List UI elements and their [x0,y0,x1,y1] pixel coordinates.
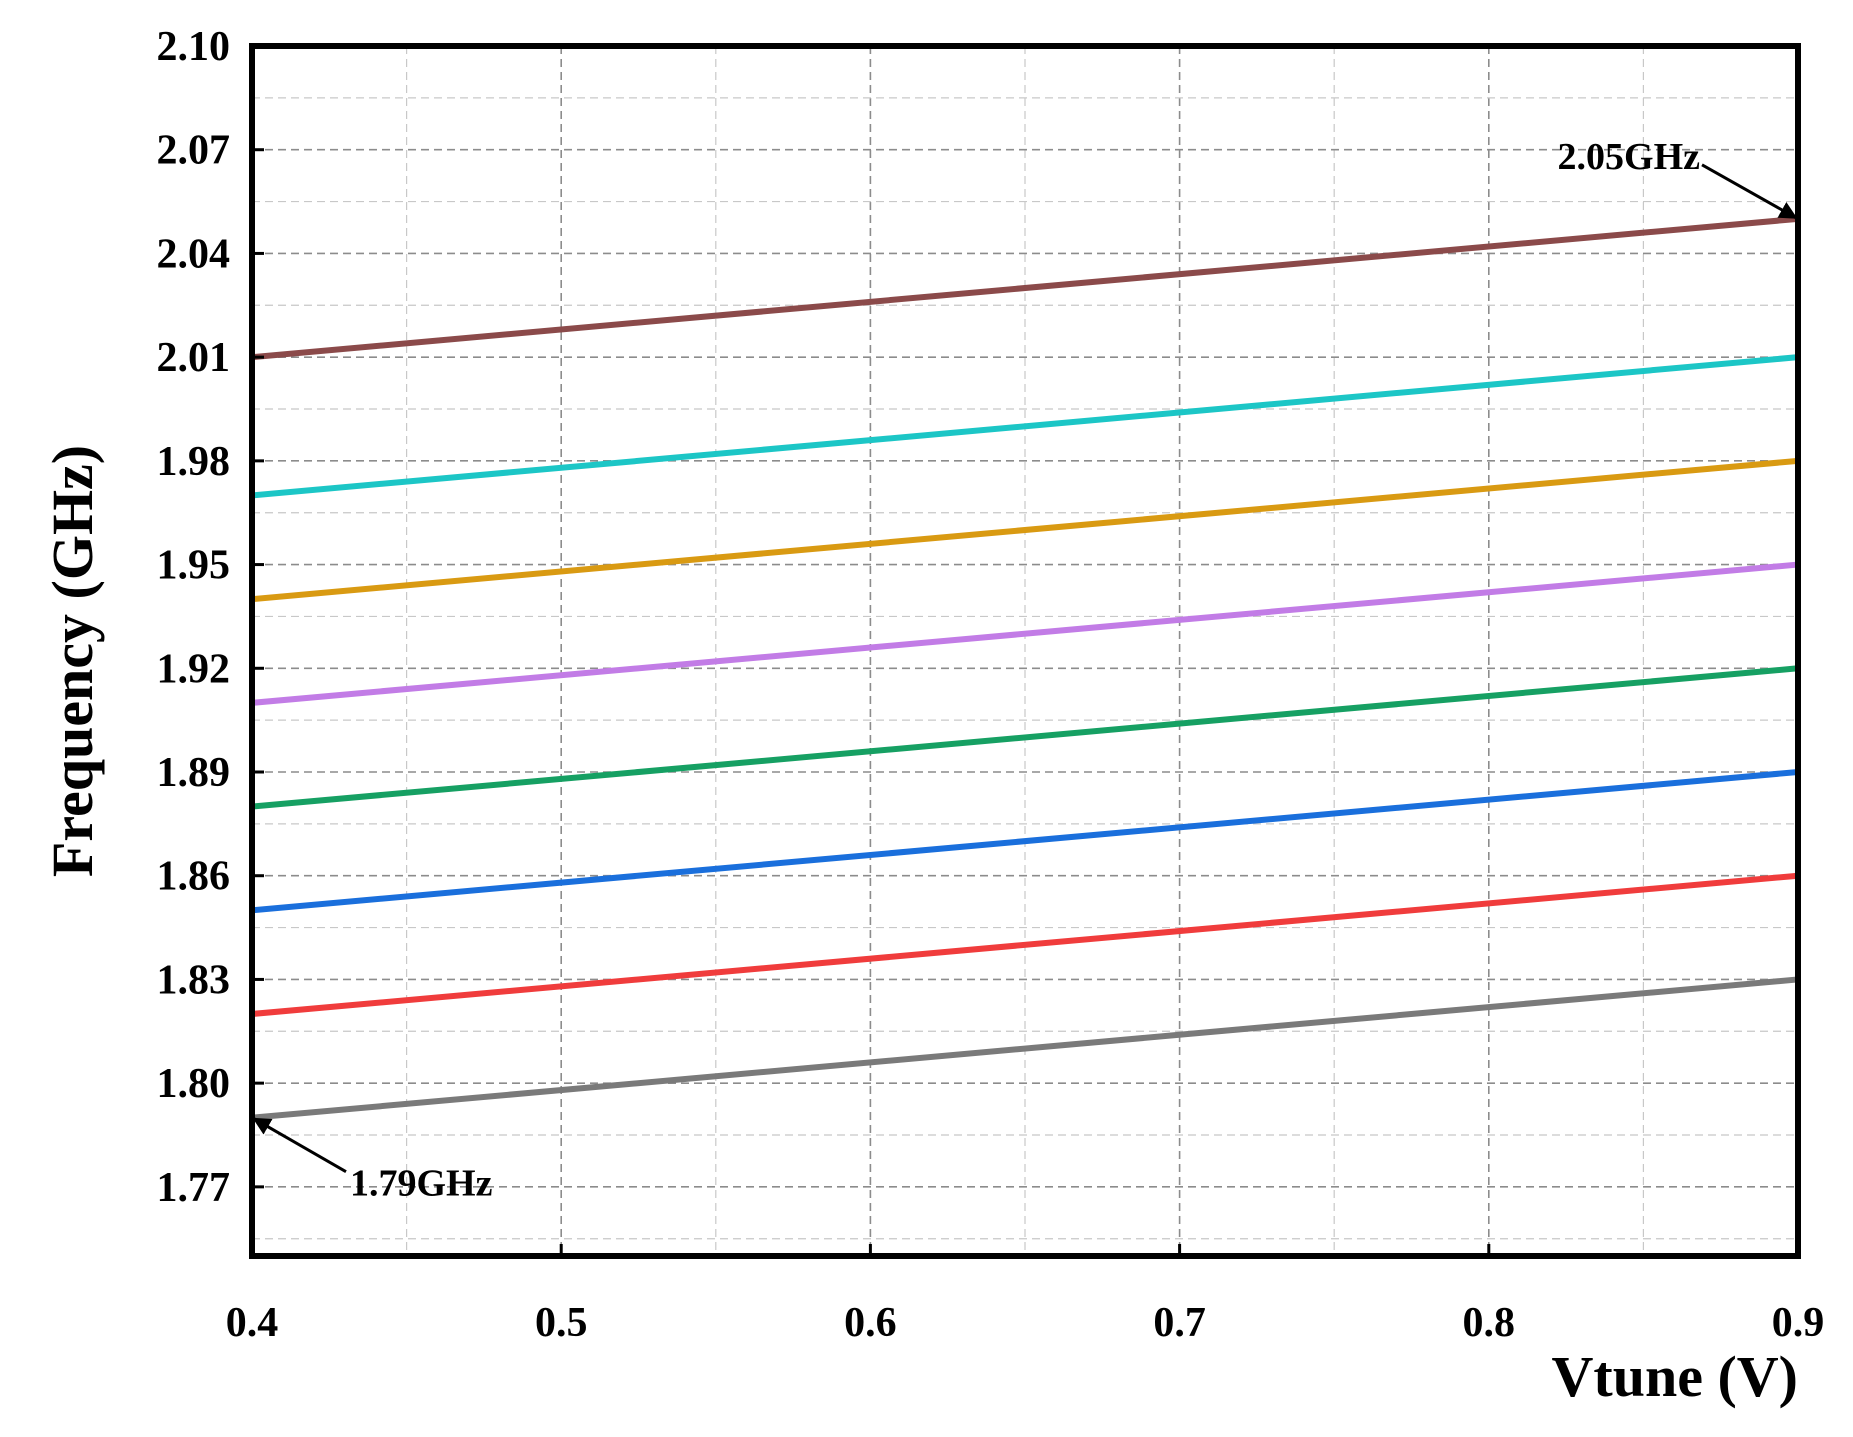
y-tick-label: 2.01 [157,335,231,381]
series-line-band-4 [251,665,1799,810]
x-tick-label: 0.9 [1772,1300,1825,1346]
series-line-band-3 [251,769,1799,914]
annotation-arrow [252,1117,347,1174]
y-tick-label: 2.04 [157,231,231,277]
y-tick-label: 2.07 [157,128,231,174]
y-axis-title: Frequency (GHz) [40,445,105,877]
annotation-label: 2.05GHz [1558,136,1701,178]
y-tick-label: 2.10 [157,24,231,70]
annotation-layer: 2.05GHz 1.79GHz [252,136,1798,1205]
y-tick-label: 1.92 [157,646,231,692]
y-tick-label: 1.95 [157,543,231,589]
x-tick-label: 0.5 [535,1300,588,1346]
grid-layer [251,45,1799,1256]
x-axis-title: Vtune (V) [1552,1344,1798,1409]
tick-layer: 0.4 0.5 0.6 0.7 0.8 0.9 1.77 1.80 1.83 1.86 1.89 1.… [157,24,1825,1346]
plot-frame [249,43,1801,1259]
x-tick-label: 0.4 [226,1300,279,1346]
x-tick-label: 0.7 [1153,1300,1206,1346]
y-tick-label: 1.86 [157,854,231,900]
y-tick-label: 1.89 [157,750,231,796]
series-line-band-2 [251,872,1799,1017]
series-line-band-5 [251,561,1799,706]
x-tick-label: 0.8 [1463,1300,1516,1346]
y-tick-label: 1.80 [157,1061,231,1107]
x-tick-label: 0.6 [844,1300,897,1346]
y-tick-label: 1.98 [157,439,231,485]
annotation-label: 1.79GHz [350,1163,493,1205]
series-line-band-7 [251,354,1799,499]
annotation-arrow [1701,163,1798,220]
series-line-band-1 [251,976,1799,1121]
y-tick-label: 1.77 [157,1165,231,1211]
series-line-band-8 [251,215,1799,361]
series-layer [251,215,1799,1121]
y-tick-label: 1.83 [157,957,231,1003]
series-line-band-6 [251,457,1799,603]
